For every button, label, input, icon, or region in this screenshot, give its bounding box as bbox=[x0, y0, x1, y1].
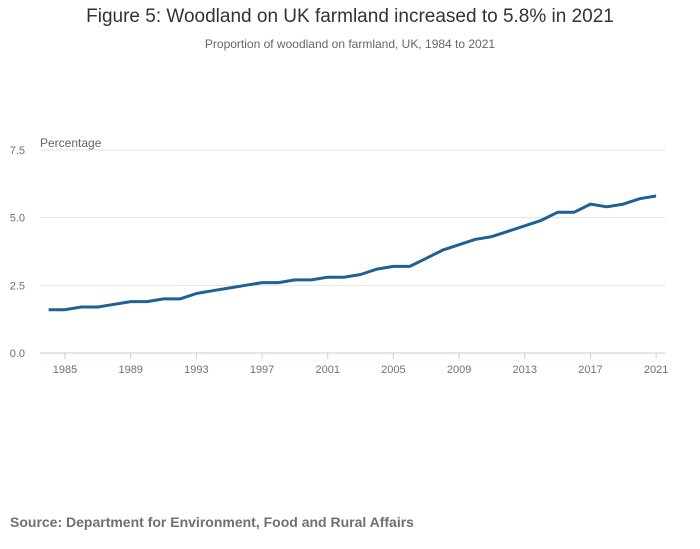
x-tick-label: 2001 bbox=[315, 364, 339, 376]
series-line bbox=[48, 194, 657, 312]
y-tick-label: 7.5 bbox=[10, 145, 25, 157]
y-axis-label: Percentage bbox=[40, 136, 102, 150]
y-tick-label: 2.5 bbox=[10, 280, 25, 292]
x-tick-label: 2021 bbox=[644, 364, 668, 376]
x-tick-label: 2009 bbox=[447, 364, 471, 376]
y-tick-label: 5.0 bbox=[10, 213, 25, 225]
x-tick-label: 1997 bbox=[250, 364, 274, 376]
y-tick-label: 0.0 bbox=[10, 348, 25, 360]
x-tick-label: 1985 bbox=[53, 364, 77, 376]
chart-title: Figure 5: Woodland on UK farmland increa… bbox=[86, 6, 614, 27]
x-tick-label: 2013 bbox=[513, 364, 537, 376]
source-note: Source: Department for Environment, Food… bbox=[10, 514, 414, 530]
chart-subtitle: Proportion of woodland on farmland, UK, … bbox=[204, 37, 496, 51]
x-tick-label: 1993 bbox=[184, 364, 208, 376]
x-tick-label: 2017 bbox=[578, 364, 602, 376]
x-tick-label: 1989 bbox=[118, 364, 142, 376]
x-tick-label: 2005 bbox=[381, 364, 405, 376]
